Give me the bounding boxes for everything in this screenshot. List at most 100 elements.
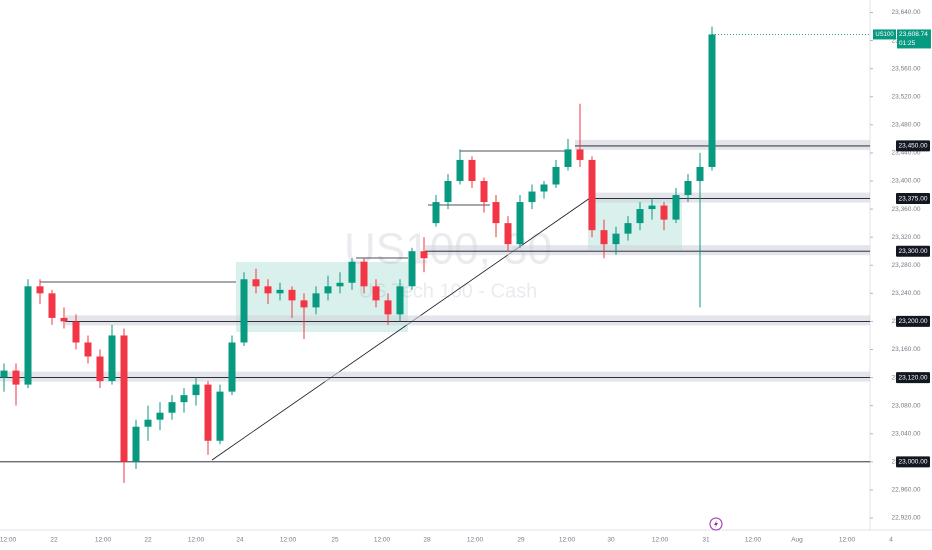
candle-body: [96, 356, 104, 382]
level-label-box: [896, 140, 930, 152]
x-tick-label: 12:00: [374, 537, 391, 544]
candle-body: [252, 279, 260, 287]
candle-body: [144, 419, 152, 427]
level-zone: [65, 315, 870, 326]
candle-body: [12, 370, 20, 385]
candle-body: [240, 279, 248, 343]
x-tick-label: 12:00: [839, 537, 856, 544]
level-label-box: [896, 372, 930, 384]
y-tick-label: 23,320.00: [892, 234, 921, 241]
y-tick-label: 23,080.00: [892, 402, 921, 409]
candle-body: [36, 286, 44, 294]
y-tick-label: 22,920.00: [892, 515, 921, 522]
candle-body: [648, 205, 656, 210]
candle-body: [300, 300, 308, 308]
level-label: 23,300.00: [899, 248, 928, 255]
candle-body: [228, 342, 236, 392]
candle-body: [132, 426, 140, 462]
badge-symbol-box: [873, 29, 896, 40]
y-tick-label: 23,160.00: [892, 346, 921, 353]
x-tick-label: Aug: [791, 537, 803, 544]
candle-body: [24, 286, 32, 385]
candle-body: [588, 159, 596, 231]
badge-countdown: 01:25: [899, 40, 916, 47]
y-tick-label: 22,960.00: [892, 487, 921, 494]
level-label: 23,450.00: [899, 143, 928, 150]
y-tick-label: 23,360.00: [892, 206, 921, 213]
candle-body: [288, 289, 296, 301]
candle-body: [708, 34, 716, 167]
y-tick-label: 23,640.00: [892, 9, 921, 16]
candle-body: [420, 251, 428, 259]
y-tick-label: 23,240.00: [892, 290, 921, 297]
candle-body: [540, 184, 548, 192]
level-zone: [590, 192, 870, 203]
candle-body: [84, 342, 92, 357]
candle-body: [276, 289, 284, 294]
candle-body: [612, 233, 620, 245]
y-tick-label: 23,280.00: [892, 262, 921, 269]
x-tick-label: 12:00: [559, 537, 576, 544]
candle-body: [168, 402, 176, 413]
candle-body: [120, 335, 128, 462]
level-zone: [425, 245, 870, 256]
x-tick-label: 22: [144, 537, 152, 544]
level-zone: [575, 139, 870, 150]
candle-body: [696, 166, 704, 181]
y-tick-label: 23,480.00: [892, 122, 921, 129]
candle-body: [600, 230, 608, 245]
badge-symbol: US100: [875, 32, 894, 38]
candle-body: [108, 335, 116, 382]
candle-body: [624, 223, 632, 234]
x-tick-label: 30: [607, 537, 615, 544]
candle-body: [480, 181, 488, 203]
candle-body: [156, 412, 164, 420]
candle-body: [372, 286, 380, 301]
candle-body: [528, 191, 536, 203]
level-label-box: [896, 193, 930, 205]
x-tick-label: 12:00: [0, 537, 17, 544]
candle-body: [504, 223, 512, 245]
candle-body: [468, 159, 476, 181]
candle-body: [72, 321, 80, 343]
candle-body: [324, 286, 332, 294]
y-tick-label: 23,040.00: [892, 430, 921, 437]
level-label-box: [896, 245, 930, 257]
y-tick-label: 23,400.00: [892, 178, 921, 185]
x-tick-label: 12:00: [467, 537, 484, 544]
level-label: 23,000.00: [899, 459, 928, 466]
candle-body: [672, 195, 680, 220]
flash-icon: [709, 517, 723, 531]
candle-body: [0, 370, 8, 378]
candle-body: [192, 384, 200, 396]
x-tick-label: 28: [423, 537, 431, 544]
x-tick-label: 12:00: [188, 537, 205, 544]
badge-price: 23,608.74: [899, 31, 928, 38]
level-label-box: [896, 456, 930, 468]
x-tick-label: 12:00: [652, 537, 669, 544]
candle-body: [348, 261, 356, 283]
candle-body: [180, 395, 188, 403]
candle-body: [576, 149, 584, 160]
candle-body: [660, 205, 668, 220]
x-tick-label: 4: [889, 537, 893, 544]
level-label-box: [896, 315, 930, 327]
level-label: 23,120.00: [899, 374, 928, 381]
candle-body: [336, 282, 344, 287]
candle-body: [432, 202, 440, 224]
level-label: 23,200.00: [899, 318, 928, 325]
candle-body: [60, 317, 68, 322]
y-tick-label: 23,440.00: [892, 150, 921, 157]
candle-body: [360, 261, 368, 287]
candle-body: [444, 181, 452, 203]
candle-body: [684, 181, 692, 196]
candle-body: [552, 166, 560, 185]
candle-body: [216, 391, 224, 441]
y-tick-label: 23,520.00: [892, 93, 921, 100]
level-zone: [0, 371, 870, 382]
candle-body: [456, 159, 464, 181]
x-tick-label: 12:00: [745, 537, 762, 544]
candle-body: [48, 293, 56, 318]
